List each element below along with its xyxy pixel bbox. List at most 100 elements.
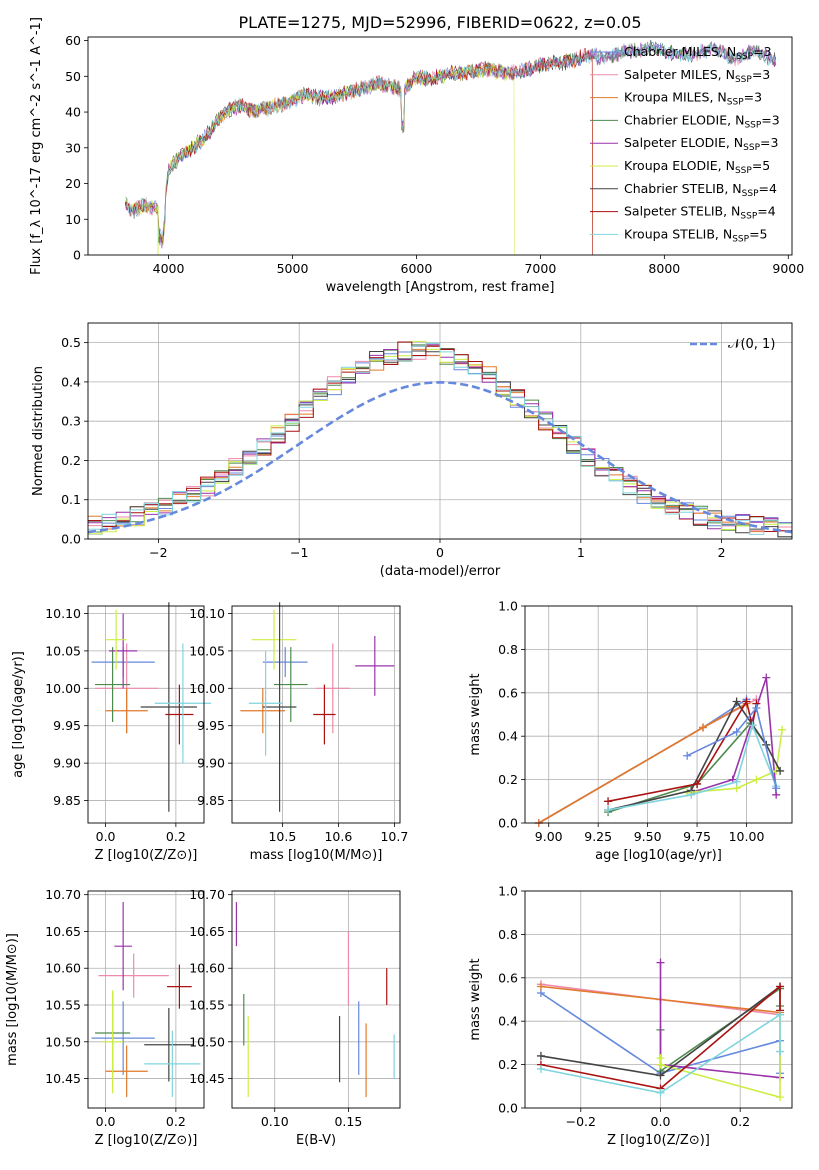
x-tick-label: 10.7 [380,829,408,844]
y-axis-label: mass weight [468,958,483,1040]
x-tick-label: 10.6 [324,829,352,844]
age-vs-mass-plot-area [240,602,395,812]
weight-line [659,962,781,1079]
x-tick-label: 0.2 [166,1114,186,1129]
weight-line [686,706,777,789]
histogram-step-6 [88,340,792,535]
x-tick-label: 9.50 [634,829,662,844]
x-tick-label: 0.0 [96,829,116,844]
legend-label: Kroupa MILES, NSSP=3 [624,90,762,108]
y-tick-label: 10.60 [189,961,225,976]
weight-marker [687,790,696,799]
weight-line [540,984,781,1090]
y-tick-label: 10.10 [189,606,225,621]
x-axis-label: Z [log10(Z/Z⊙)] [95,848,198,863]
legend-subscript: SSP [735,166,752,176]
x-tick-label: 4000 [153,261,185,276]
normal-curve [87,380,793,534]
weight-marker [693,779,702,788]
legend-count: =5 [752,158,770,173]
axes-frame [87,36,793,256]
y-tick-label: 0.0 [61,532,81,547]
y-tick-label: 10.00 [45,681,81,696]
legend-subscript: SSP [744,120,761,130]
weight-marker [778,725,787,734]
legend-label: Chabrier MILES, NSSP=3 [624,44,772,62]
y-tick-label: 1.0 [498,599,518,614]
y-tick-label: 60 [65,33,81,48]
weight-marker [732,697,741,706]
x-tick-label: 0 [436,545,444,560]
y-tick-label: 10.50 [189,1034,225,1049]
legend-label: Salpeter STELIB, NSSP=4 [624,204,776,222]
y-tick-label: 10.65 [45,924,81,939]
legend-count: =3 [761,112,779,127]
weight-vs-age-plot-area [534,673,787,827]
weight-marker [536,982,545,991]
age-vs-mass-panel: 10.5 10.6 10.7 9.85 9.90 9.95 10.00 10.05 10.10 m… [189,602,408,863]
x-tick-label: 7000 [524,261,556,276]
spectrum-line-3 [124,50,594,256]
y-tick-label: 0.4 [498,729,518,744]
weight-vs-z-panel: −0.2 0.0 0.2 0.0 0.2 0.4 0.6 0.8 1.0 Z [log10(Z/Z… [468,884,793,1148]
y-tick-label: 9.95 [197,718,225,733]
weight-marker [772,784,781,793]
weight-vs-z-plot-area [536,958,785,1102]
y-tick-label: 40 [65,105,81,120]
x-axis-label: E(B-V) [296,1133,336,1148]
legend-count: =3 [760,135,778,150]
axes-frame [524,890,793,1109]
y-tick-label: 10.50 [45,1034,81,1049]
legend-count: =4 [759,181,777,196]
legend-count: =5 [749,226,767,241]
y-tick-label: 10.65 [189,924,225,939]
y-tick-label: 10.10 [45,606,81,621]
y-tick-label: 9.85 [197,793,225,808]
y-axis-label: Normed distribution [31,366,46,496]
weight-vs-age-panel: 9.00 9.25 9.50 9.75 10.00 0.0 0.2 0.4 0.6 0.8 1.0 a… [468,599,793,863]
y-tick-label: 9.90 [53,756,81,771]
legend-label: Salpeter MILES, NSSP=3 [624,67,770,85]
x-axis-label: Z [log10(Z/Z⊙)] [95,1133,198,1148]
x-tick-label: 9.25 [584,829,612,844]
x-axis-label: (data-model)/error [380,564,501,579]
figure-title: PLATE=1275, MJD=52996, FIBERID=0622, z=0… [238,13,641,32]
mass-vs-ebv-panel: 0.10 0.15 10.45 10.50 10.55 10.60 10.65 10.70 E(… [189,887,401,1148]
weight-marker [536,1051,545,1060]
y-tick-label: 0.2 [498,772,518,787]
legend-subscript: SSP [727,98,744,108]
legend-subscript: SSP [743,143,760,153]
age-vs-z-plot-area [91,602,212,812]
age-vs-z-panel: 0.0 0.2 9.85 9.90 9.95 10.00 10.05 10.10 Z [log1… [11,602,212,863]
spectrum-panel: Chabrier MILES, NSSP=3 Salpeter MILES, NS… [29,17,804,295]
legend-count: =4 [757,204,775,219]
y-tick-label: 10.05 [189,643,225,658]
y-tick-label: 0.4 [61,374,81,389]
spectrum-plot-area: Chabrier MILES, NSSP=3 Salpeter MILES, NS… [124,39,780,256]
y-tick-label: 0.2 [61,453,81,468]
spectrum-line-9 [125,43,776,239]
legend-count: =3 [752,67,770,82]
x-tick-label: −1 [290,545,308,560]
weight-marker [748,721,757,730]
legend-label: Chabrier STELIB, NSSP=4 [624,181,777,199]
weight-marker [776,1047,785,1056]
weight-marker [732,727,741,736]
weight-marker [604,805,613,814]
weight-line [540,1013,781,1094]
y-tick-label: 0.0 [498,1101,518,1116]
weight-marker [656,1088,665,1097]
histogram-step-9 [88,343,792,535]
y-tick-label: 0.8 [498,642,518,657]
y-axis-label: mass [log10(M/M⊙)] [5,933,20,1066]
normal-legend-label: 𝒩(0, 1) [728,337,775,352]
y-tick-label: 0.6 [498,685,518,700]
y-tick-label: 0.6 [498,970,518,985]
y-tick-label: 10.45 [45,1071,81,1086]
mass-vs-ebv-plot-area [235,902,395,1097]
panels: Chabrier MILES, NSSP=3 Salpeter MILES, NS… [5,17,804,1148]
legend-count: =3 [753,44,771,59]
weight-marker [752,703,761,712]
mass-vs-z-plot-area [91,902,201,1097]
x-tick-label: 0.15 [334,1114,362,1129]
